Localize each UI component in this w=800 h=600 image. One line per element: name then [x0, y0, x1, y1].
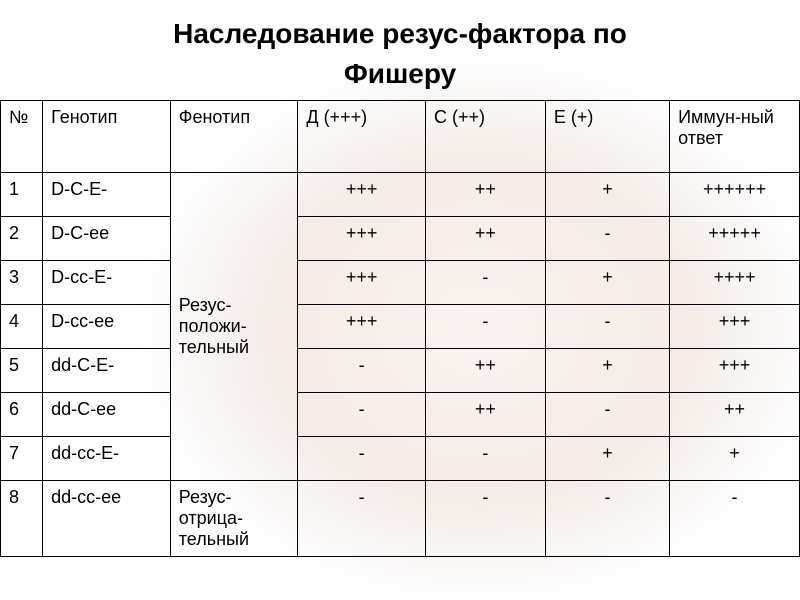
header-num: №	[1, 101, 43, 173]
cell-c: -	[425, 481, 545, 557]
cell-e: +	[545, 261, 669, 305]
cell-c: ++	[425, 349, 545, 393]
cell-e: +	[545, 437, 669, 481]
cell-num: 4	[1, 305, 43, 349]
cell-genotype: D-cc-ee	[43, 305, 171, 349]
cell-e: -	[545, 305, 669, 349]
cell-immune: +++	[670, 305, 800, 349]
header-c: С (++)	[425, 101, 545, 173]
table-header-row: № Генотип Фенотип Д (+++) С (++) Е (+) И…	[1, 101, 800, 173]
cell-genotype: dd-cc-ee	[43, 481, 171, 557]
cell-c: ++	[425, 217, 545, 261]
cell-num: 3	[1, 261, 43, 305]
table-row: 3 D-cc-E- +++ - + ++++	[1, 261, 800, 305]
cell-d: -	[298, 437, 426, 481]
cell-num: 1	[1, 173, 43, 217]
cell-genotype: dd-C-E-	[43, 349, 171, 393]
cell-d: +++	[298, 261, 426, 305]
cell-d: -	[298, 349, 426, 393]
cell-immune: ++++	[670, 261, 800, 305]
cell-e: -	[545, 217, 669, 261]
table-row: 4 D-cc-ee +++ - - +++	[1, 305, 800, 349]
table-row: 6 dd-C-ee - ++ - ++	[1, 393, 800, 437]
cell-d: +++	[298, 173, 426, 217]
table-row: 7 dd-cc-E- - - + +	[1, 437, 800, 481]
cell-num: 6	[1, 393, 43, 437]
cell-immune: ++++++	[670, 173, 800, 217]
header-e: Е (+)	[545, 101, 669, 173]
cell-immune: ++	[670, 393, 800, 437]
table-row: 8 dd-cc-ee Резус-отрица-тельный - - - -	[1, 481, 800, 557]
page-title-line1: Наследование резус-фактора по	[0, 0, 800, 58]
cell-c: -	[425, 305, 545, 349]
cell-genotype: D-cc-E-	[43, 261, 171, 305]
cell-num: 7	[1, 437, 43, 481]
cell-immune: +++	[670, 349, 800, 393]
cell-genotype: D-C-E-	[43, 173, 171, 217]
cell-phenotype-negative: Резус-отрица-тельный	[170, 481, 298, 557]
table-row: 2 D-C-ee +++ ++ - +++++	[1, 217, 800, 261]
cell-c: ++	[425, 393, 545, 437]
cell-num: 2	[1, 217, 43, 261]
header-immune: Иммун-ный ответ	[670, 101, 800, 173]
header-genotype: Генотип	[43, 101, 171, 173]
table-row: 5 dd-C-E- - ++ + +++	[1, 349, 800, 393]
cell-genotype: dd-C-ee	[43, 393, 171, 437]
table-row: 1 D-C-E- Резус-положи-тельный +++ ++ + +…	[1, 173, 800, 217]
cell-d: -	[298, 393, 426, 437]
cell-phenotype-positive: Резус-положи-тельный	[170, 173, 298, 481]
cell-e: -	[545, 481, 669, 557]
cell-d: -	[298, 481, 426, 557]
cell-genotype: dd-cc-E-	[43, 437, 171, 481]
cell-immune: +	[670, 437, 800, 481]
cell-immune: -	[670, 481, 800, 557]
cell-num: 8	[1, 481, 43, 557]
cell-d: +++	[298, 305, 426, 349]
inheritance-table: № Генотип Фенотип Д (+++) С (++) Е (+) И…	[0, 100, 800, 557]
cell-genotype: D-C-ee	[43, 217, 171, 261]
cell-e: +	[545, 349, 669, 393]
page-title-line2: Фишеру	[0, 58, 800, 100]
header-d: Д (+++)	[298, 101, 426, 173]
cell-num: 5	[1, 349, 43, 393]
cell-immune: +++++	[670, 217, 800, 261]
cell-e: +	[545, 173, 669, 217]
cell-c: ++	[425, 173, 545, 217]
cell-e: -	[545, 393, 669, 437]
header-phenotype: Фенотип	[170, 101, 298, 173]
cell-c: -	[425, 437, 545, 481]
cell-c: -	[425, 261, 545, 305]
cell-d: +++	[298, 217, 426, 261]
